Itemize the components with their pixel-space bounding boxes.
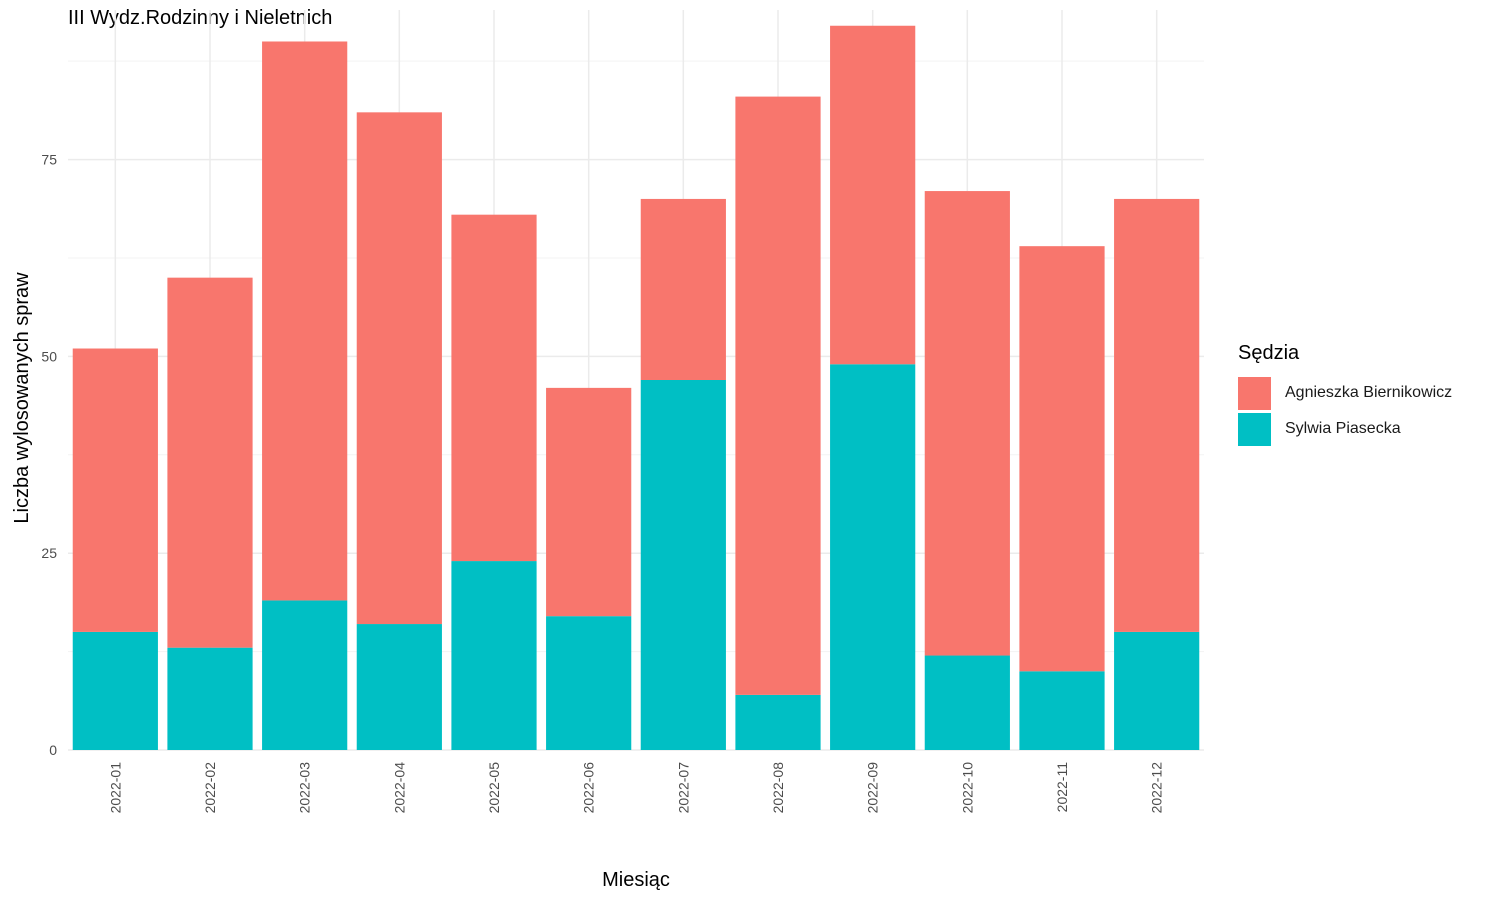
bar-segment [451, 561, 537, 750]
bar-segment [1114, 198, 1200, 632]
legend-label: Sylwia Piasecka [1285, 420, 1401, 437]
x-tick-label: 2022-07 [675, 762, 691, 814]
y-tick-label: 50 [41, 348, 57, 364]
x-tick-label: 2022-03 [297, 762, 313, 814]
bar-segment [640, 198, 726, 380]
bar-segment [735, 96, 821, 695]
legend-item-sylwia-piasecka: Sylwia Piasecka [1238, 411, 1452, 447]
bar-segment [167, 647, 253, 750]
bars [72, 25, 1200, 750]
legend-swatch [1238, 376, 1271, 410]
y-tick-label: 75 [41, 152, 57, 168]
bar-segment [167, 277, 253, 648]
legend-swatch [1238, 412, 1271, 446]
x-tick-label: 2022-09 [865, 762, 881, 814]
y-axis-ticks: 0 25 50 75 [41, 152, 57, 758]
bar-segment [546, 616, 632, 750]
x-tick-label: 2022-05 [486, 762, 502, 814]
x-tick-label: 2022-10 [959, 762, 975, 814]
legend-item-agnieszka-biernikowicz: Agnieszka Biernikowicz [1238, 375, 1452, 411]
bar-segment [640, 380, 726, 750]
legend: Sędzia Agnieszka Biernikowicz Sylwia Pia… [1238, 342, 1452, 447]
bar-segment [356, 624, 442, 750]
x-tick-label: 2022-06 [581, 762, 597, 814]
bar-segment [1019, 246, 1105, 672]
x-axis-label: Miesiąc [602, 869, 670, 891]
x-tick-label: 2022-01 [107, 762, 123, 814]
x-tick-label: 2022-12 [1149, 762, 1165, 814]
chart-title: III Wydz.Rodzinny i Nieletnich [68, 7, 333, 29]
bar-segment [830, 364, 916, 750]
legend-title: Sędzia [1238, 342, 1300, 364]
bar-segment [356, 112, 442, 625]
legend-label: Agnieszka Biernikowicz [1285, 384, 1453, 401]
x-tick-label: 2022-04 [391, 762, 407, 814]
bar-segment [72, 631, 158, 750]
x-tick-label: 2022-02 [202, 762, 218, 814]
bar-segment [735, 694, 821, 750]
bar-segment [546, 387, 632, 617]
x-tick-label: 2022-08 [770, 762, 786, 814]
x-axis-ticks: 2022-01 2022-02 2022-03 2022-04 2022-05 2022-… [107, 762, 1164, 814]
bar-segment [1019, 671, 1105, 750]
y-tick-label: 0 [49, 742, 57, 758]
bar-segment [451, 214, 537, 562]
bar-segment [924, 655, 1010, 750]
bar-segment [830, 25, 916, 365]
y-axis-label: Liczba wylosowanych spraw [11, 272, 33, 524]
x-tick-label: 2022-11 [1054, 762, 1070, 813]
bar-segment [72, 348, 158, 632]
y-tick-label: 25 [41, 545, 57, 561]
bar-segment [262, 600, 348, 750]
bar-segment [262, 41, 348, 601]
bar-segment [924, 191, 1010, 656]
bar-segment [1114, 631, 1200, 750]
